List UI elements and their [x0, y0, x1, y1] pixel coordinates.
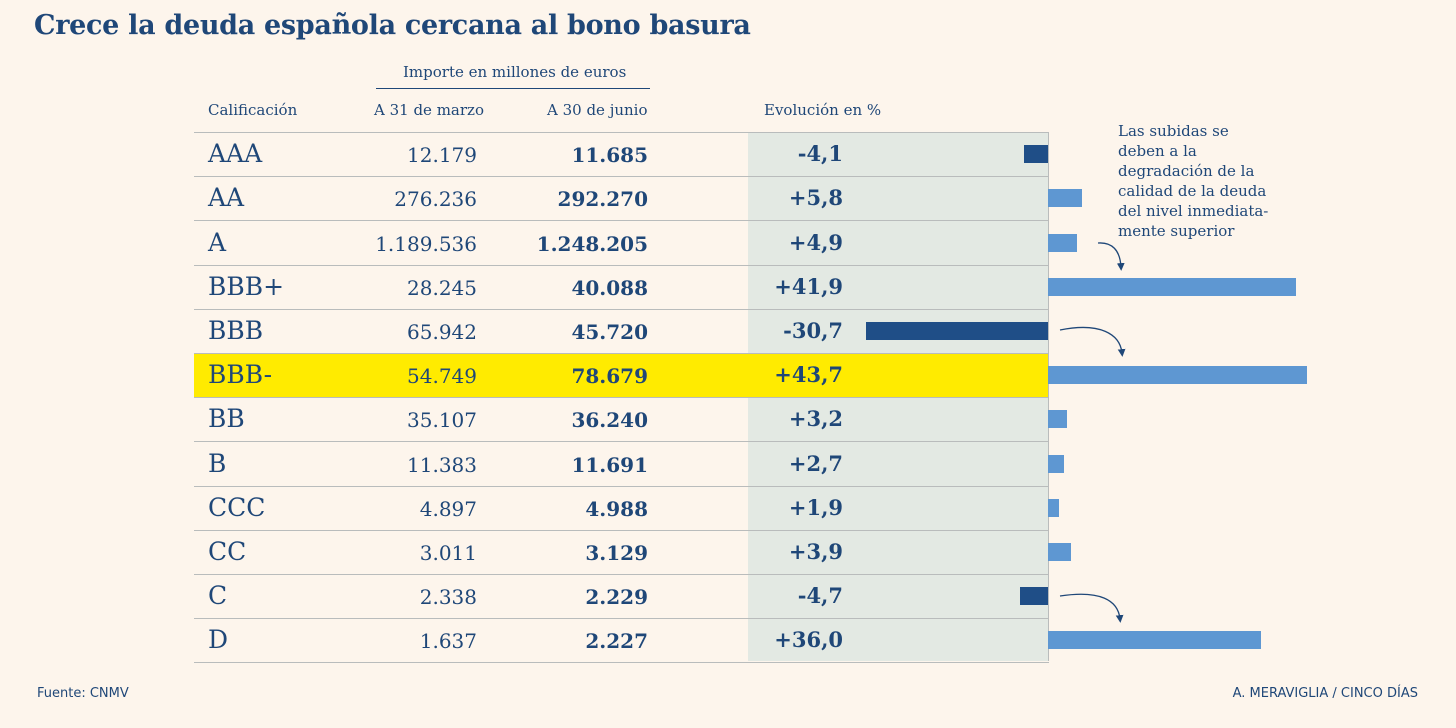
- row-june-value: 11.691: [571, 452, 648, 477]
- row-divider: [194, 397, 1049, 399]
- arrow-icon: [1059, 593, 1124, 623]
- row-june-value: 2.227: [585, 629, 648, 654]
- row-rating: AAA: [208, 139, 263, 169]
- row-rating: D: [208, 625, 229, 655]
- row-march-value: 28.245: [407, 275, 477, 300]
- row-divider: [194, 353, 1049, 354]
- row-rating: C: [208, 581, 228, 611]
- row-june-value: 11.685: [571, 143, 648, 168]
- evolution-bar: [1048, 410, 1067, 429]
- row-evolution-value: +3,2: [788, 406, 843, 432]
- row-divider: [194, 132, 1049, 133]
- row-june-value: 2.229: [585, 585, 648, 610]
- row-march-value: 276.236: [394, 187, 477, 212]
- arrow-icon: [1059, 326, 1126, 357]
- header-group-underline: [376, 88, 650, 89]
- row-june-value: 3.129: [585, 540, 648, 565]
- highlight-row: [194, 353, 1048, 397]
- row-june-value: 1.248.205: [536, 231, 648, 256]
- row-evolution-value: -4,1: [797, 141, 843, 167]
- row-evolution-value: +41,9: [774, 273, 843, 299]
- row-march-value: 12.179: [407, 143, 477, 168]
- row-evolution-value: +5,8: [788, 185, 843, 211]
- row-rating: CCC: [208, 492, 266, 522]
- evolution-bar: [1048, 233, 1077, 252]
- evolution-bar: [1023, 145, 1048, 164]
- row-divider: [194, 308, 1049, 310]
- row-evolution-value: +4,9: [788, 229, 843, 255]
- header-rating: Calificación: [208, 101, 298, 119]
- row-evolution-value: -4,7: [797, 583, 843, 609]
- chart-title: Crece la deuda española cercana al bono …: [34, 10, 751, 41]
- row-rating: BB: [208, 404, 245, 434]
- table-right-border: [1048, 132, 1049, 661]
- row-divider: [194, 618, 1049, 620]
- header-june: A 30 de junio: [547, 101, 648, 119]
- row-rating: BBB: [208, 315, 264, 345]
- row-rating: BBB+: [208, 271, 285, 301]
- row-evolution-value: +2,7: [788, 450, 843, 476]
- credit-note: A. MERAVIGLIA / CINCO DÍAS: [1232, 686, 1418, 701]
- row-june-value: 40.088: [571, 275, 648, 300]
- row-march-value: 1.189.536: [375, 231, 477, 256]
- row-rating: A: [208, 227, 227, 257]
- evolution-bar: [1048, 631, 1262, 650]
- row-june-value: 36.240: [571, 408, 648, 433]
- row-divider: [194, 574, 1049, 575]
- annotation-note: Las subidas se deben a la degradación de…: [1118, 121, 1308, 241]
- row-march-value: 65.942: [407, 319, 477, 344]
- note-line: calidad de la deuda: [1118, 182, 1267, 200]
- row-march-value: 35.107: [407, 408, 477, 433]
- evolution-bar: [1048, 498, 1060, 517]
- row-evolution-value: +3,9: [788, 538, 843, 564]
- row-june-value: 45.720: [571, 319, 648, 344]
- note-line: degradación de la: [1118, 162, 1255, 180]
- row-march-value: 11.383: [407, 452, 477, 477]
- evolution-bar: [1048, 542, 1072, 561]
- evolution-bar: [1020, 587, 1048, 606]
- row-divider: [194, 485, 1049, 487]
- row-rating: CC: [208, 536, 247, 566]
- row-divider: [194, 264, 1049, 266]
- source-note: Fuente: CNMV: [37, 686, 129, 701]
- row-march-value: 3.011: [419, 540, 477, 565]
- evolution-bar: [1048, 277, 1297, 296]
- evolution-bar: [1048, 189, 1083, 208]
- evolution-bar: [1048, 454, 1064, 473]
- note-line: deben a la: [1118, 142, 1197, 160]
- row-rating: AA: [208, 183, 245, 213]
- note-line: mente superior: [1118, 222, 1235, 240]
- note-line: del nivel inmediata-: [1118, 202, 1269, 220]
- row-june-value: 78.679: [571, 364, 648, 389]
- row-divider: [194, 441, 1049, 443]
- row-june-value: 292.270: [557, 187, 648, 212]
- row-evolution-value: +1,9: [788, 494, 843, 520]
- arrow-icon: [1097, 242, 1125, 271]
- header-evolution: Evolución en %: [764, 101, 882, 119]
- note-line: Las subidas se: [1118, 122, 1229, 140]
- evolution-bar: [1048, 366, 1307, 385]
- row-divider: [194, 176, 1049, 178]
- header-march: A 31 de marzo: [374, 101, 484, 119]
- row-march-value: 1.637: [419, 629, 477, 654]
- row-march-value: 4.897: [419, 496, 477, 521]
- header-group-label: Importe en millones de euros: [403, 63, 627, 81]
- row-march-value: 2.338: [419, 585, 477, 610]
- row-rating: BBB-: [208, 360, 273, 390]
- row-rating: B: [208, 448, 227, 478]
- row-march-value: 54.749: [407, 364, 477, 389]
- evolution-bar: [866, 321, 1048, 340]
- row-evolution-value: +36,0: [774, 627, 843, 653]
- row-divider: [194, 529, 1049, 531]
- row-divider: [194, 220, 1049, 222]
- row-divider: [194, 662, 1049, 664]
- row-june-value: 4.988: [585, 496, 648, 521]
- row-evolution-value: +43,7: [774, 362, 843, 388]
- row-evolution-value: -30,7: [783, 317, 843, 343]
